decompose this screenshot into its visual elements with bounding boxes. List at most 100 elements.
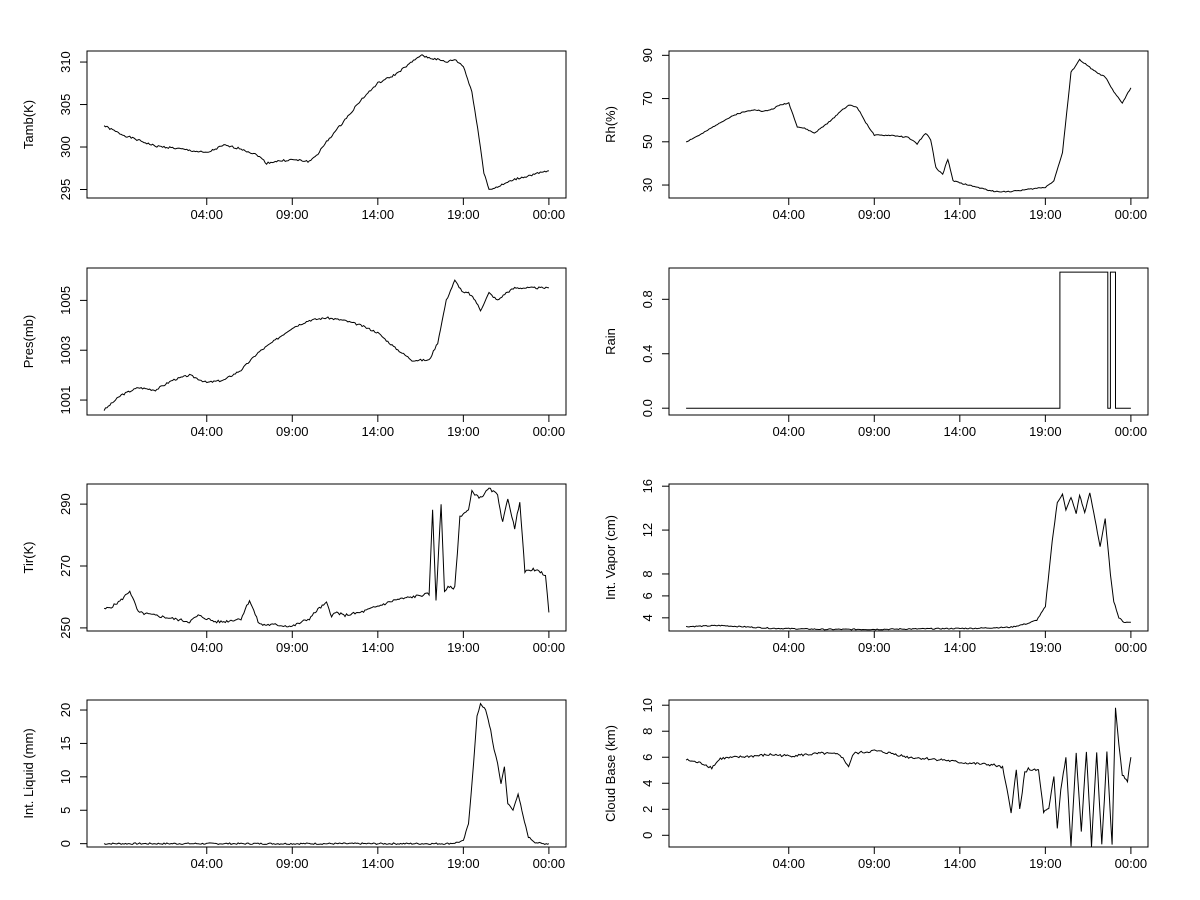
x-tick-label: 00:00 [533,640,566,655]
panel-2: 04:00 09:00 14:00 19:00 00:00 30 50 70 90 Rh(%) [603,48,1149,222]
panel-7: 04:00 09:00 14:00 19:00 00:00 0 5 10 15 20 Int. Li… [21,699,567,871]
x-tick-label: 04:00 [190,640,223,655]
y-tick-label: 6 [640,592,655,599]
y-tick-label: 290 [58,493,73,515]
x-tick-label: 09:00 [276,207,309,222]
x-tick-label: 00:00 [1115,424,1148,439]
y-tick-label: 8 [640,728,655,735]
x-tick-label: 19:00 [447,207,480,222]
x-tick-label: 14:00 [362,207,395,222]
y-tick-label: 300 [58,136,73,158]
y-axis-label: Rain [603,328,618,355]
y-tick-label: 5 [58,807,73,814]
y-axis-label: Rh(%) [603,106,618,143]
y-tick-label: 90 [640,48,655,62]
y-tick-label: 4 [640,780,655,787]
plot-frame [86,50,567,199]
x-tick-label: 00:00 [1115,856,1148,871]
x-tick-label: 14:00 [362,424,395,439]
y-tick-label: 0.4 [640,345,655,363]
y-axis-label: Int. Vapor (cm) [603,515,618,600]
y-tick-label: 1005 [58,286,73,315]
x-tick-label: 14:00 [944,856,977,871]
x-tick-label: 04:00 [190,424,223,439]
x-tick-label: 04:00 [772,640,805,655]
x-tick-label: 09:00 [858,856,891,871]
x-tick-label: 14:00 [944,424,977,439]
panel-4: 04:00 09:00 14:00 19:00 00:00 0.0 0.4 0.8 Rain [603,267,1149,439]
x-tick-label: 04:00 [772,856,805,871]
x-tick-label: 09:00 [276,640,309,655]
x-tick-label: 00:00 [533,424,566,439]
series-line [685,492,1131,631]
x-tick-label: 14:00 [944,640,977,655]
plot-frame [668,699,1149,848]
panel-3: 04:00 09:00 14:00 19:00 00:00 1001 1003 1005 Pre… [21,267,567,439]
y-tick-label: 15 [58,736,73,750]
x-tick-label: 14:00 [362,640,395,655]
y-tick-label: 250 [58,617,73,639]
x-tick-label: 00:00 [533,207,566,222]
y-tick-label: 0 [58,840,73,847]
x-tick-label: 04:00 [772,424,805,439]
x-tick-label: 19:00 [447,640,480,655]
x-tick-label: 19:00 [447,856,480,871]
x-tick-label: 04:00 [190,207,223,222]
y-tick-label: 8 [640,570,655,577]
y-tick-label: 10 [58,770,73,784]
plot-frame [668,50,1149,199]
plot-frame [86,699,567,848]
series-line [686,271,1131,409]
y-tick-label: 30 [640,178,655,192]
y-axis-label: Pres(mb) [21,315,36,368]
plot-frame [668,483,1149,632]
x-tick-label: 19:00 [1029,424,1062,439]
y-tick-label: 70 [640,91,655,105]
y-axis-label: Tir(K) [21,541,36,573]
x-tick-label: 09:00 [858,424,891,439]
y-tick-label: 20 [58,703,73,717]
y-tick-label: 4 [640,614,655,621]
series-line [103,487,550,628]
y-tick-label: 270 [58,555,73,577]
y-tick-label: 1003 [58,336,73,365]
x-tick-label: 19:00 [1029,856,1062,871]
y-tick-label: 305 [58,94,73,116]
y-axis-label: Tamb(K) [21,100,36,149]
x-tick-label: 09:00 [858,640,891,655]
plot-frame [86,483,567,632]
plot-frame [668,267,1149,416]
panel-8: 04:00 09:00 14:00 19:00 00:00 0 2 4 6 8 10 Cloud Ba… [603,698,1149,871]
panel-5: 04:00 09:00 14:00 19:00 00:00 250 270 290 Tir(K) [21,483,567,655]
x-tick-label: 09:00 [276,424,309,439]
y-tick-label: 1001 [58,386,73,415]
y-tick-label: 310 [58,51,73,73]
x-tick-label: 04:00 [190,856,223,871]
y-tick-label: 12 [640,523,655,537]
x-tick-label: 14:00 [362,856,395,871]
x-tick-label: 19:00 [1029,207,1062,222]
y-tick-label: 50 [640,135,655,149]
x-tick-label: 09:00 [858,207,891,222]
y-tick-label: 0.8 [640,290,655,308]
plot-frame [86,267,567,416]
series-line [103,54,549,190]
series-line [685,707,1132,847]
y-tick-label: 0 [640,832,655,839]
y-tick-label: 16 [640,479,655,493]
x-tick-label: 00:00 [533,856,566,871]
x-tick-label: 19:00 [447,424,480,439]
y-tick-label: 2 [640,806,655,813]
x-tick-label: 09:00 [276,856,309,871]
series-line [685,58,1132,193]
x-tick-label: 14:00 [944,207,977,222]
y-axis-label: Int. Liquid (mm) [21,728,36,818]
y-tick-label: 0.0 [640,399,655,417]
x-tick-label: 19:00 [1029,640,1062,655]
y-axis-label: Cloud Base (km) [603,725,618,822]
y-tick-label: 295 [58,179,73,201]
series-line [103,702,550,846]
x-tick-label: 00:00 [1115,640,1148,655]
x-tick-label: 00:00 [1115,207,1148,222]
